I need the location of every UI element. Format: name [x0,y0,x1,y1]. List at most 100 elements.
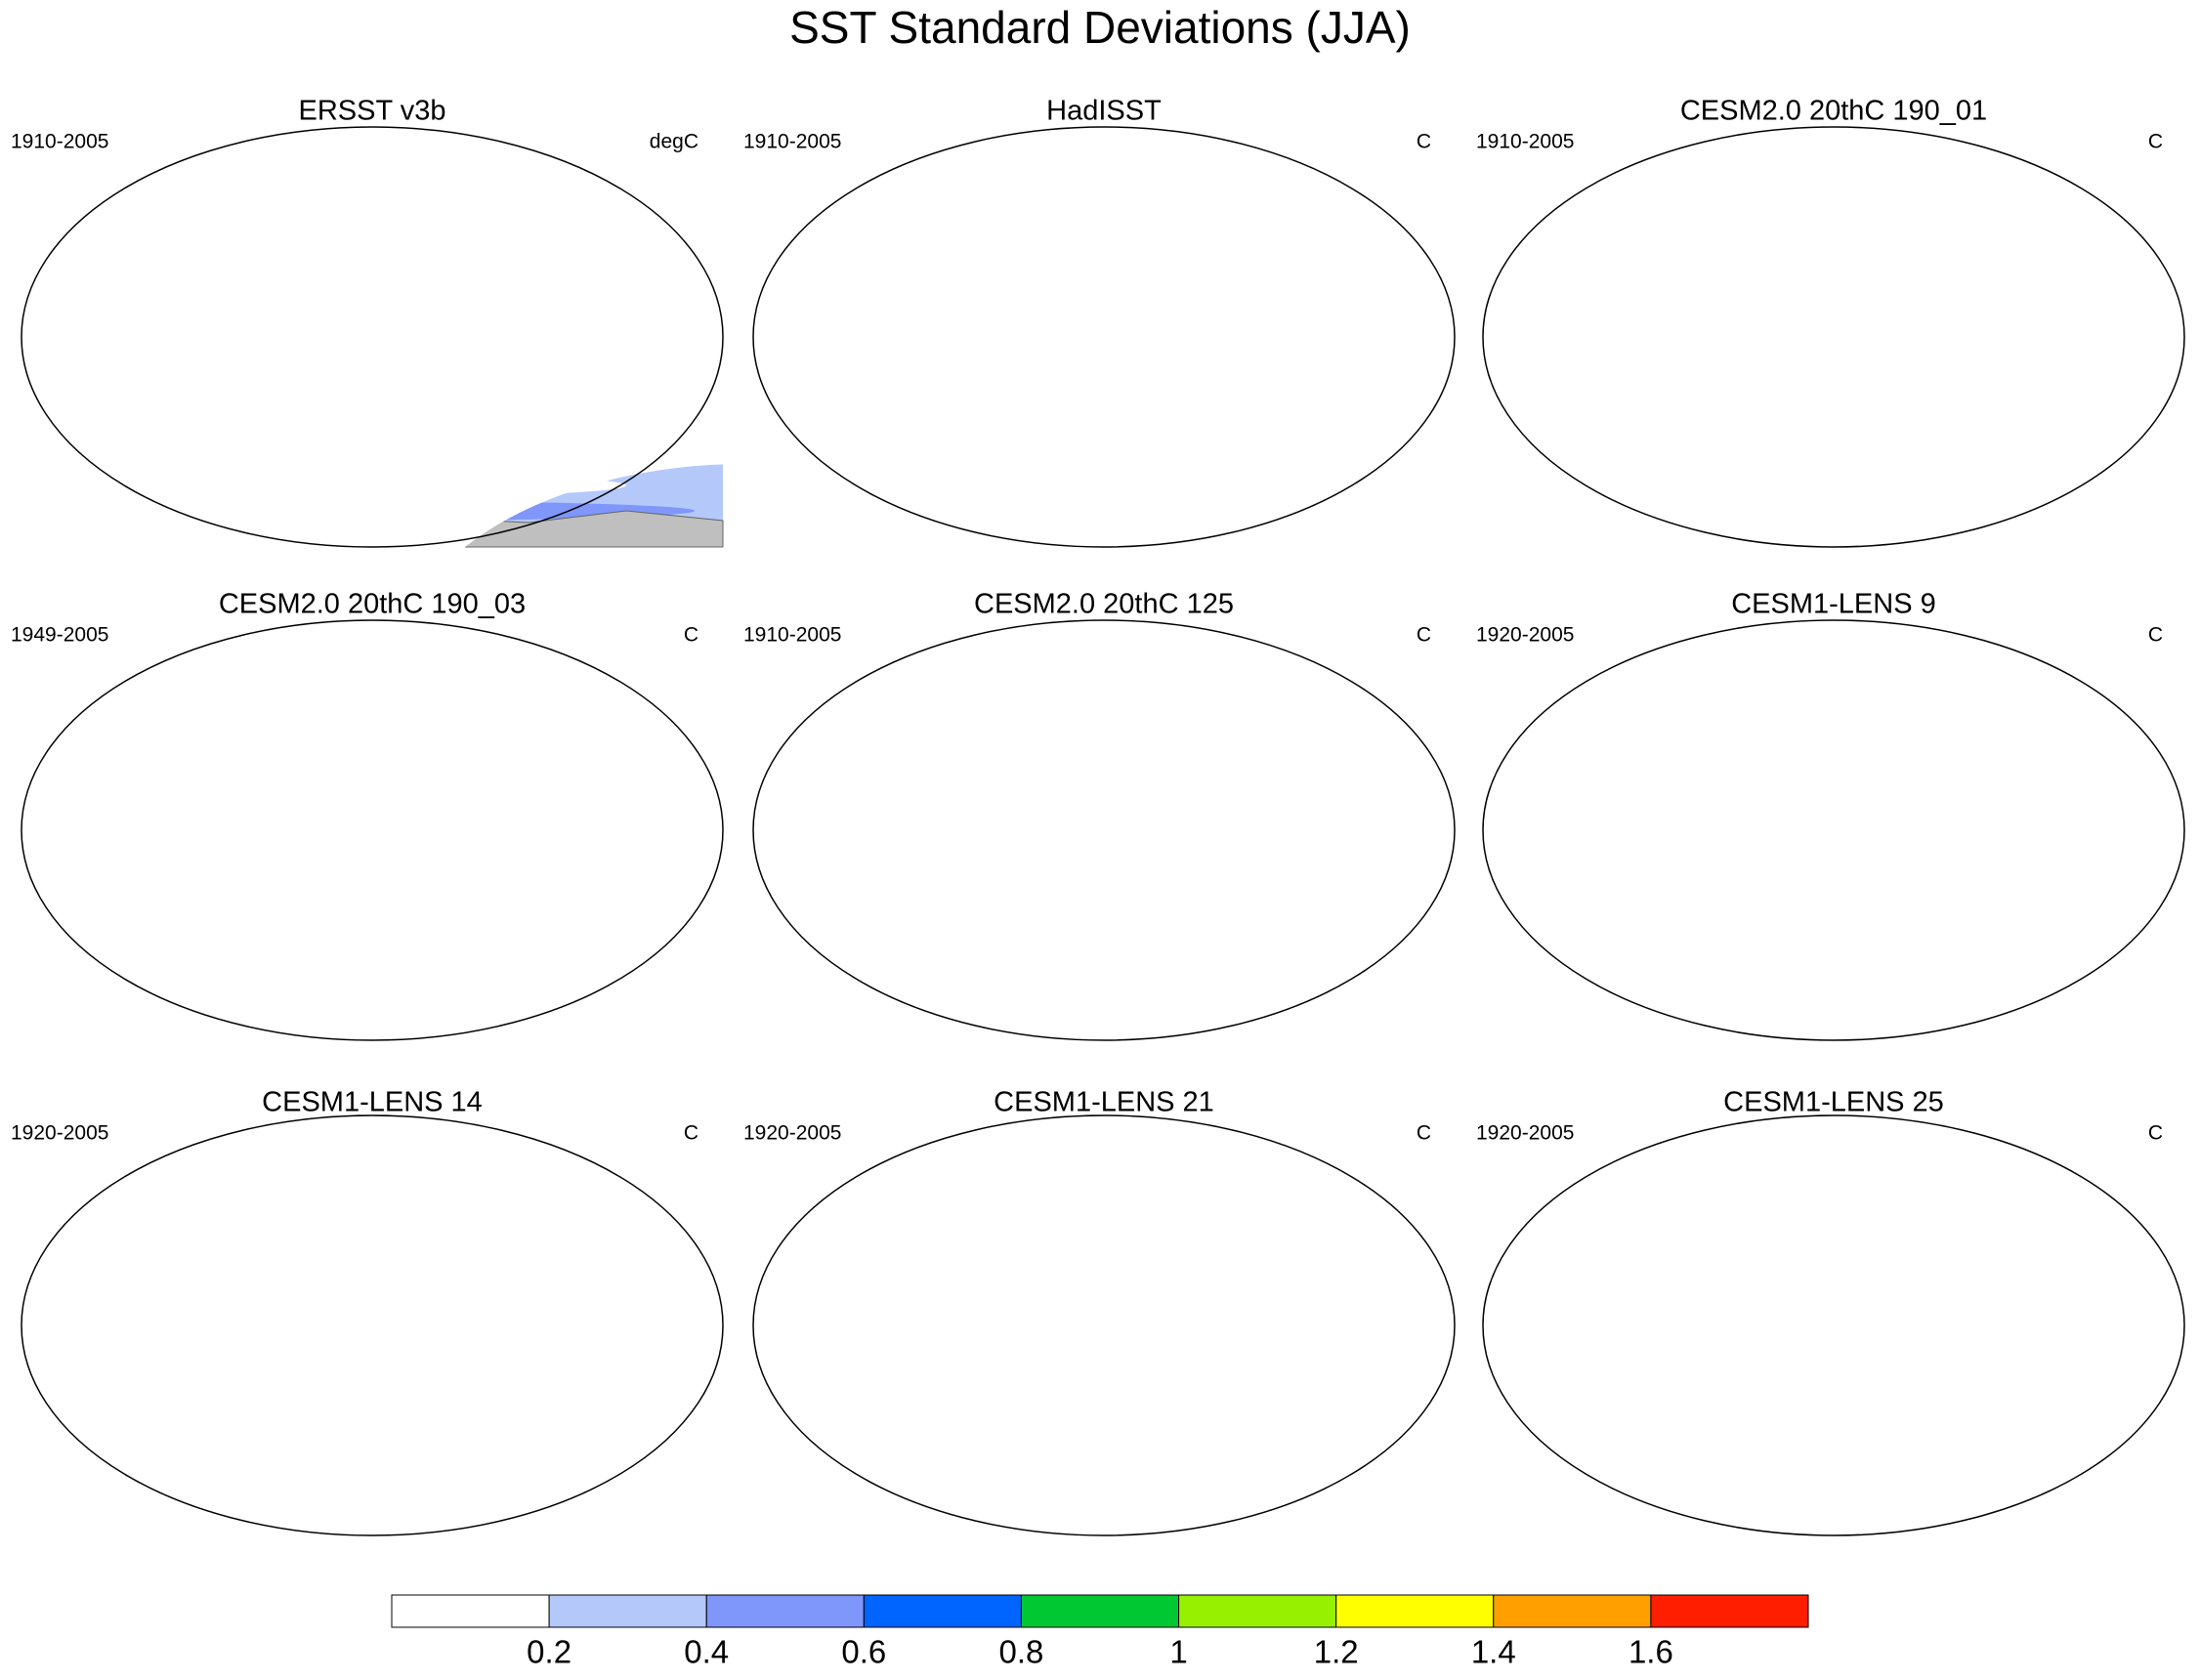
panel-title: CESM1-LENS 21 [994,1087,1214,1118]
colorbar-box [863,1594,1022,1628]
ocean [1483,1115,2184,1535]
map-outline [21,126,724,548]
anomaly [1677,197,1912,291]
anomaly [1006,823,1280,847]
panel-title: CESM2.0 20thC 190_01 [1680,96,1987,127]
anomaly [1511,1490,2156,1509]
anomaly [348,1324,533,1336]
anomaly [948,691,1182,784]
anomaly [1736,823,2010,847]
land [923,386,1011,444]
land [1397,278,1455,415]
anomaly [216,197,450,291]
anomaly [982,214,1128,265]
land [1941,830,2068,977]
anomaly [1580,1462,2088,1486]
anomaly [118,967,626,990]
map [1482,620,2184,1040]
panel-period: 1949-2005 [11,624,108,647]
land [923,879,1011,938]
colorbar-box [1020,1594,1180,1628]
panel-period: 1920-2005 [11,1122,108,1145]
anomaly [21,1374,489,1433]
land [191,879,279,938]
land [753,127,1045,376]
panel-period: 1910-2005 [743,131,841,153]
land [191,1374,279,1433]
land [2127,278,2184,415]
land [1653,1374,1741,1433]
anomaly [2000,1350,2156,1418]
anomaly [850,967,1358,990]
land [411,127,597,317]
map-outline [1482,619,2185,1041]
anomaly [752,1374,1221,1433]
anomaly [948,197,1182,291]
ocean [21,1115,723,1535]
land [1873,1115,2058,1306]
land [1873,620,2058,811]
anomaly [1809,336,1995,348]
anomaly [1079,1324,1265,1336]
land [394,510,724,548]
anomaly [1736,330,2010,354]
anomaly [250,214,397,265]
map [21,1115,723,1535]
panel-period: 1920-2005 [743,1122,841,1145]
colorbar-box [391,1594,550,1628]
anomaly [1008,227,1082,248]
panel-period: 1920-2005 [1476,1122,1574,1145]
land [1143,127,1329,317]
map-outline [752,1114,1456,1536]
anomaly [21,386,489,444]
anomaly [752,879,1221,938]
panel-title: CESM2.0 20thC 125 [974,589,1234,620]
land [1483,620,1775,869]
anomaly [1677,691,1912,784]
anomaly [782,501,1426,521]
ocean [753,1115,1455,1535]
anomaly [50,994,695,1014]
anomaly [1270,361,1426,430]
anomaly [538,361,695,430]
map-outline [1482,1114,2185,1536]
land [1143,620,1329,811]
anomaly [982,1202,1128,1253]
anomaly [1079,829,1265,841]
land [1483,1004,2184,1040]
anomaly [50,1490,695,1509]
anomaly [850,1462,1358,1486]
colorbar-box [1178,1594,1337,1628]
ocean [1483,620,2184,1040]
anomaly [1270,1350,1426,1418]
land [1483,1115,1775,1365]
anomaly [1738,227,1812,248]
ocean [753,620,1455,1040]
anomaly [1008,720,1082,741]
land [1483,1499,2184,1535]
map [752,1115,1455,1535]
anomaly [1736,1319,2010,1342]
colorbar-box [1335,1594,1495,1628]
map [21,127,724,548]
panel-period: 1920-2005 [1476,624,1574,647]
anomaly [1079,336,1265,348]
map [752,620,1455,1040]
anomaly [2000,361,2156,430]
panel-title: CESM2.0 20thC 190_03 [219,589,526,620]
land [480,1325,607,1472]
land [21,1499,723,1535]
anomaly [1809,829,1995,841]
map-outline [1482,126,2185,548]
anomaly [276,1215,351,1237]
panel-units: C [1417,624,1431,647]
anomaly [348,336,533,348]
land [411,1115,597,1306]
land [753,620,1045,869]
panel-period: 1910-2005 [1476,131,1574,153]
anomaly [1511,994,2156,1014]
anomaly [1738,720,1812,741]
ocean [21,620,723,1040]
land [21,127,314,376]
anomaly [1580,967,2088,990]
